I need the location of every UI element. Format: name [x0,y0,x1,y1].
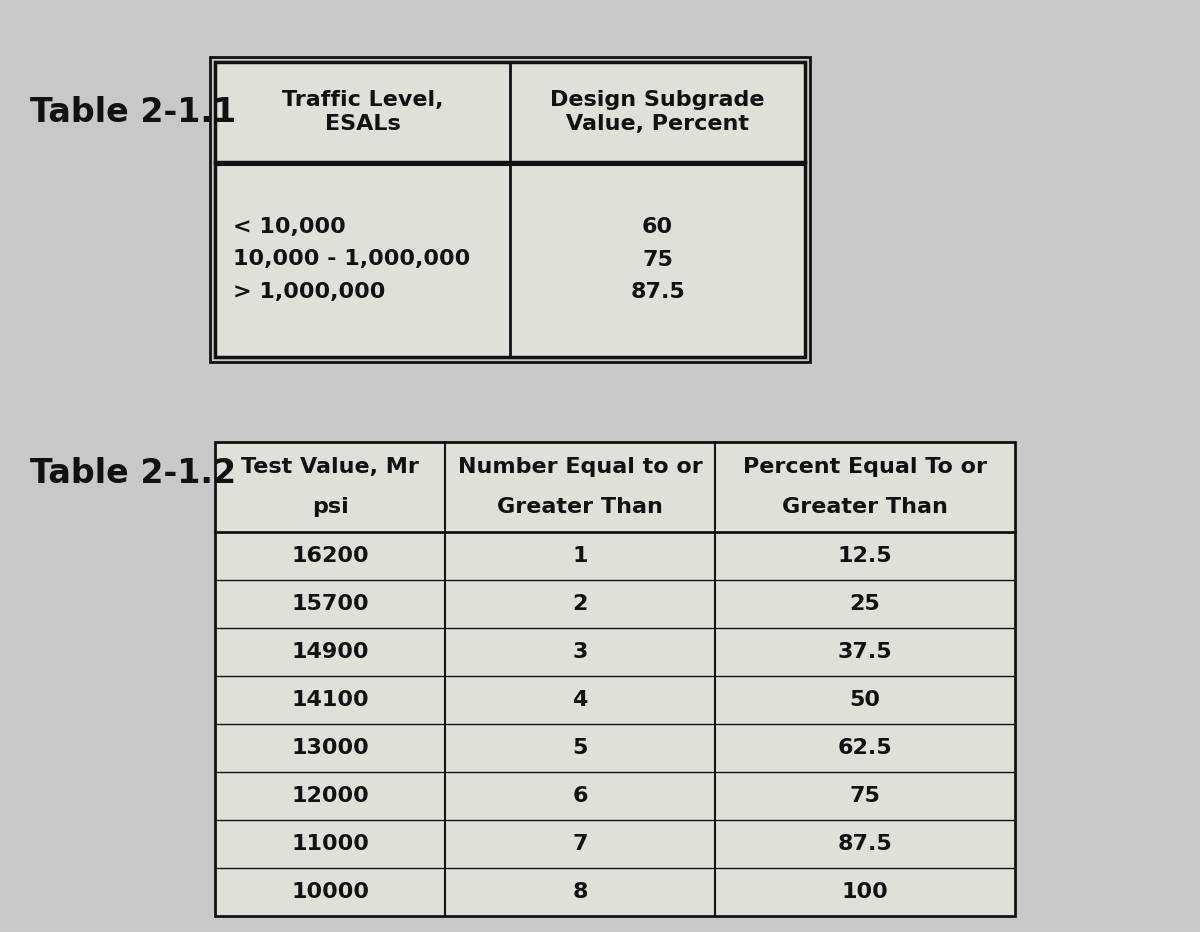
Text: 7: 7 [572,834,588,854]
Text: 10000: 10000 [292,882,370,902]
Text: 5: 5 [572,738,588,758]
Text: Test Value, Mr: Test Value, Mr [241,458,419,477]
Text: 37.5: 37.5 [838,642,893,662]
Text: 8: 8 [572,882,588,902]
Text: 25: 25 [850,594,881,614]
Text: Design Subgrade
Value, Percent: Design Subgrade Value, Percent [551,90,764,133]
Text: 4: 4 [572,690,588,710]
Text: 75: 75 [850,786,881,806]
Text: 12000: 12000 [292,786,368,806]
Text: Table 2-1.1: Table 2-1.1 [30,95,236,129]
Text: 12.5: 12.5 [838,546,893,566]
Text: Table 2-1.2: Table 2-1.2 [30,457,236,490]
Text: Greater Than: Greater Than [497,497,662,517]
Text: 15700: 15700 [292,594,368,614]
Text: psi: psi [312,497,348,517]
Text: 100: 100 [841,882,888,902]
Text: 11000: 11000 [292,834,368,854]
Text: 1: 1 [572,546,588,566]
Text: Percent Equal To or: Percent Equal To or [743,458,986,477]
Text: 3: 3 [572,642,588,662]
Text: 16200: 16200 [292,546,368,566]
Text: 13000: 13000 [292,738,368,758]
Text: Number Equal to or: Number Equal to or [457,458,702,477]
Text: 6: 6 [572,786,588,806]
Bar [215,62,805,357]
Text: Greater Than: Greater Than [782,497,948,517]
Text: 87.5: 87.5 [838,834,893,854]
Bar [210,57,810,362]
Text: 50: 50 [850,690,881,710]
Text: 60
75
87.5: 60 75 87.5 [630,217,685,302]
Bar [215,442,1015,916]
Text: 14900: 14900 [292,642,368,662]
Text: < 10,000
10,000 - 1,000,000
> 1,000,000: < 10,000 10,000 - 1,000,000 > 1,000,000 [233,217,470,302]
Text: 2: 2 [572,594,588,614]
Text: Traffic Level,
ESALs: Traffic Level, ESALs [282,90,443,133]
Text: 14100: 14100 [292,690,368,710]
Text: 62.5: 62.5 [838,738,893,758]
